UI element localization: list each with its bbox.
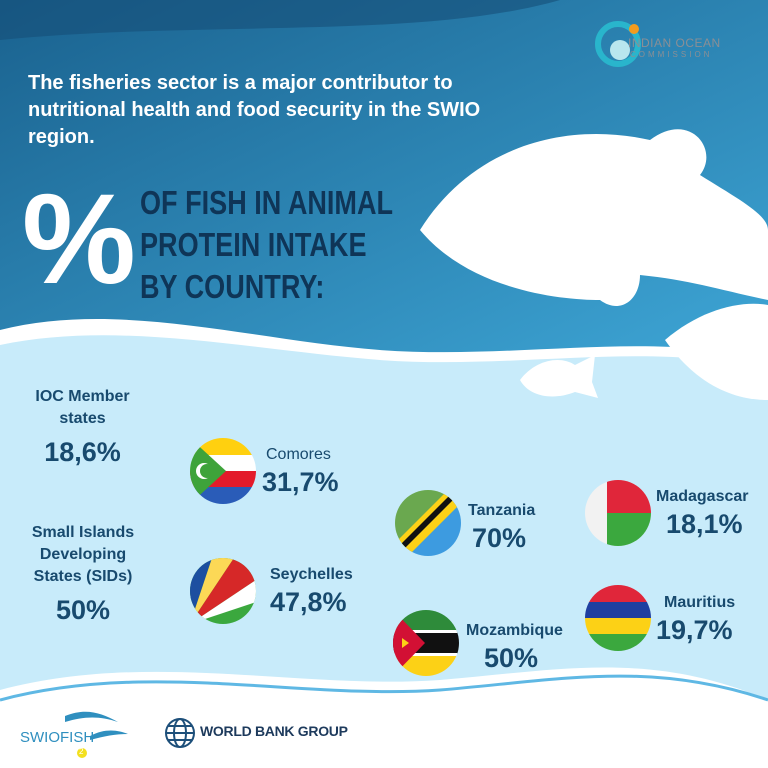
country-value: 70% — [472, 523, 527, 553]
subtitle-line: OF FISH IN ANIMAL — [140, 184, 394, 221]
seychelles-flag-icon — [190, 558, 256, 624]
country-name: Madagascar — [656, 488, 749, 505]
country-value: 31,7% — [262, 467, 339, 497]
swiofish-badge: 2 — [79, 747, 84, 756]
group-ioc-member-states: IOC Member states 18,6% — [20, 386, 145, 468]
country-name: Comores — [266, 446, 331, 463]
country-name: Mauritius — [664, 594, 736, 611]
country-comores: Comores 31,7% — [262, 444, 339, 498]
world-bank-logo: WORLD BANK GROUP — [200, 723, 348, 739]
percent-symbol: % — [22, 168, 136, 311]
group-sids: Small Islands Developing States (SIDs) 5… — [14, 522, 152, 626]
group-value: 18,6% — [44, 437, 121, 467]
country-value: 18,1% — [666, 509, 743, 539]
country-value: 47,8% — [270, 587, 347, 617]
subtitle: OF FISH IN ANIMAL PROTEIN INTAKE BY COUN… — [140, 182, 435, 308]
mauritius-flag-icon — [585, 585, 651, 651]
world-bank-globe-icon — [165, 718, 195, 748]
country-name: Mozambique — [466, 622, 563, 639]
ioc-logo-icon — [595, 21, 641, 67]
country-name: Tanzania — [468, 502, 536, 519]
group-label: IOC Member — [35, 388, 130, 405]
headline: The fisheries sector is a major contribu… — [28, 72, 481, 148]
fish-silhouette-large — [420, 129, 768, 306]
subtitle-line: PROTEIN INTAKE — [140, 226, 367, 263]
group-label: states — [59, 410, 106, 427]
country-value: 50% — [484, 643, 539, 673]
fish-silhouette-medium — [665, 303, 768, 400]
madagascar-flag-icon — [585, 480, 651, 546]
fish-silhouette-small — [520, 355, 598, 398]
swiofish-logo: SWIOFISH — [20, 729, 95, 746]
group-value: 50% — [55, 595, 111, 625]
mozambique-flag-icon — [393, 610, 459, 676]
country-value: 19,7% — [656, 615, 733, 645]
country-madagascar: Madagascar 18,1% — [656, 486, 749, 540]
country-tanzania: Tanzania 70% — [468, 500, 535, 554]
comoros-flag-icon — [190, 438, 256, 504]
group-label: States (SIDs) — [33, 568, 133, 585]
country-mozambique: Mozambique 50% — [466, 620, 563, 674]
ioc-logo-sub: COMMISSION — [630, 50, 713, 59]
swiofish-logo-icon — [65, 711, 128, 758]
country-seychelles: Seychelles 47,8% — [270, 564, 353, 618]
group-label: Small Islands — [31, 524, 135, 541]
country-mauritius: Mauritius 19,7% — [656, 592, 736, 646]
ioc-logo-name: INDIAN OCEAN — [628, 36, 721, 50]
group-label: Developing — [39, 546, 127, 563]
subtitle-line: BY COUNTRY: — [140, 268, 325, 305]
country-name: Seychelles — [270, 566, 353, 583]
tanzania-flag-icon — [395, 490, 461, 556]
